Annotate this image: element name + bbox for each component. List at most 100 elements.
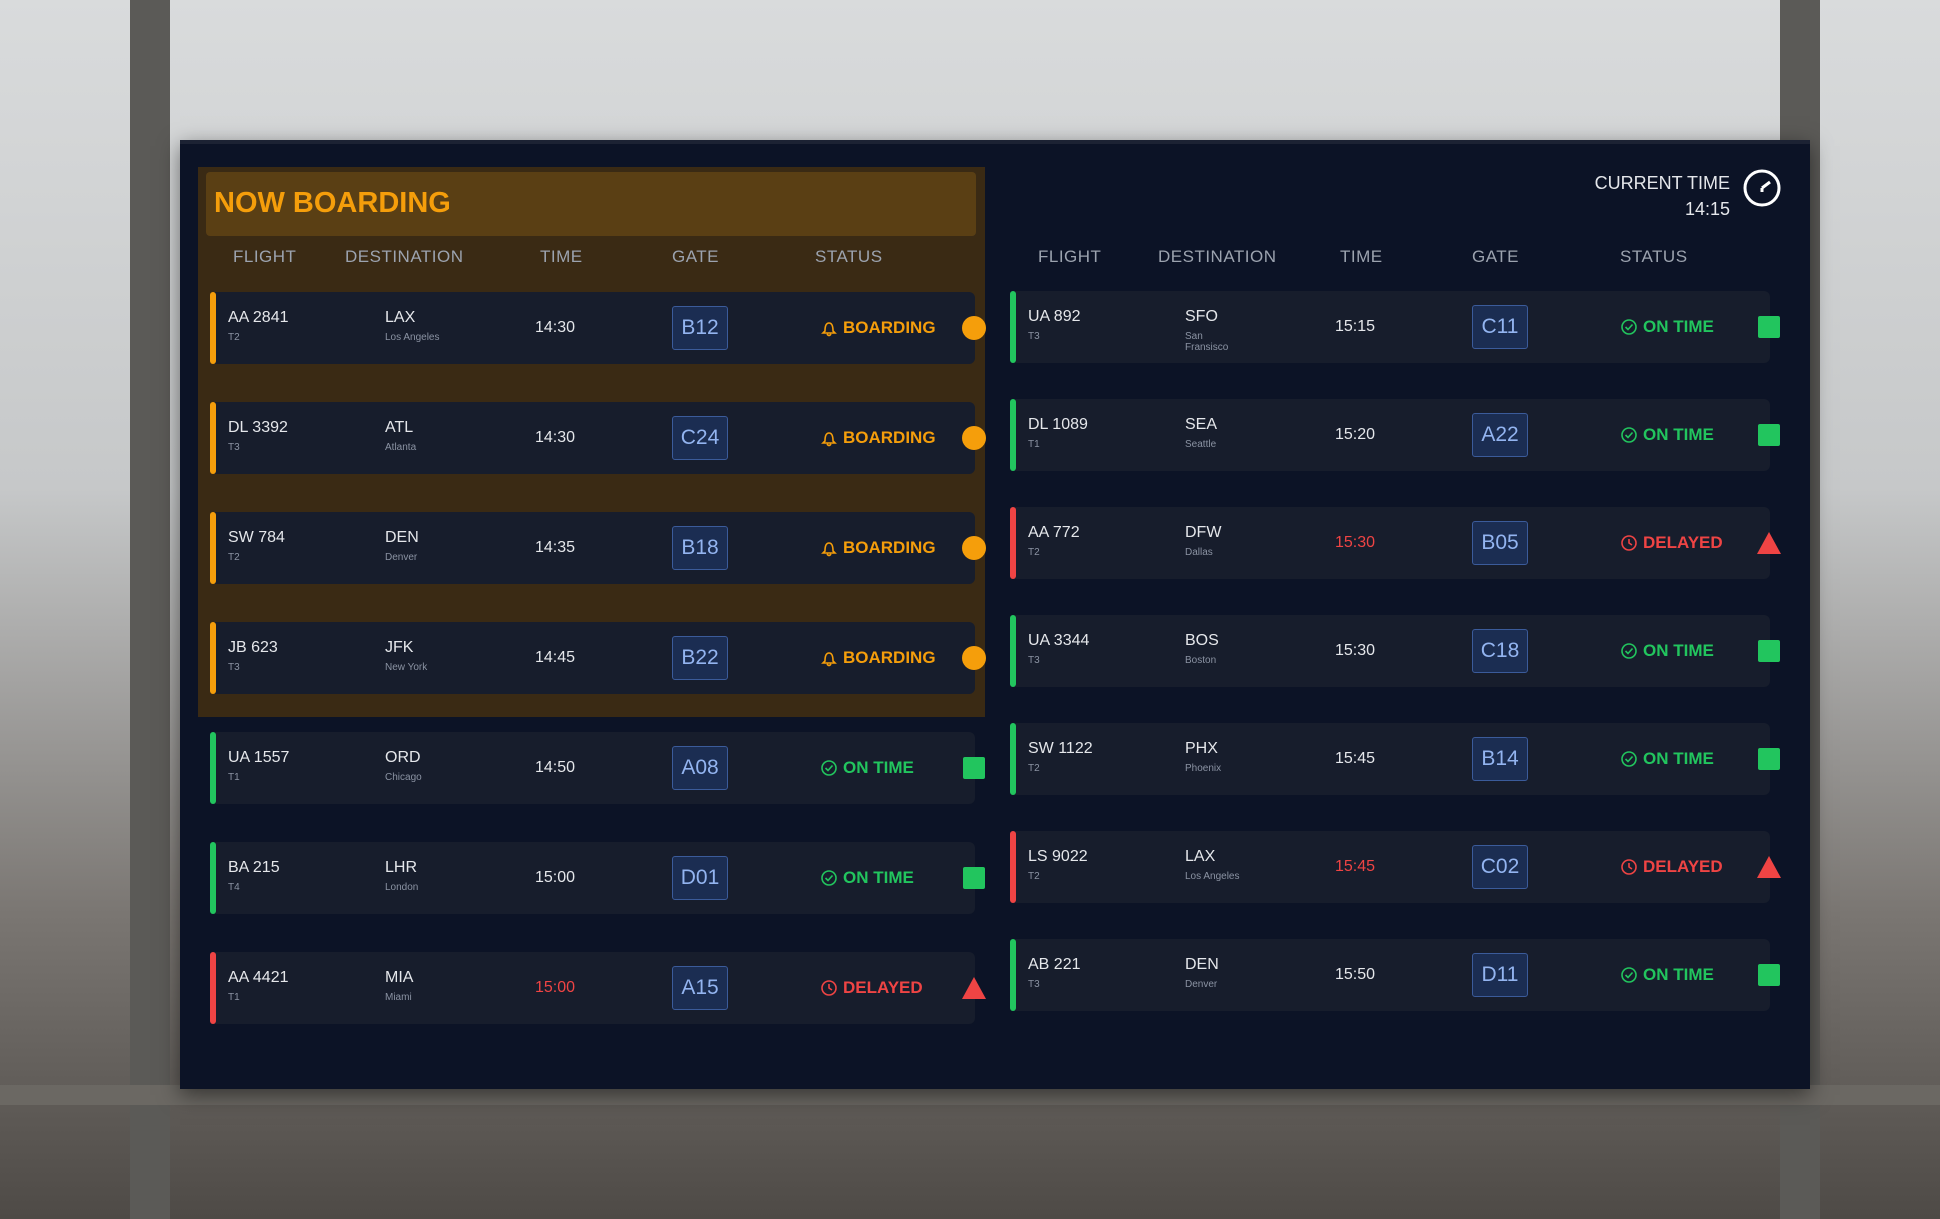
flight-number: AA 4421 [228,969,289,986]
flight-number: UA 1557 [228,749,290,766]
departure-time: 15:30 [1335,642,1376,659]
status-indicator [961,425,987,456]
flight-row: AA 2841 T2 LAX Los Angeles 14:30 B12 BOARDING [210,292,986,364]
column-header: TIME [540,247,583,266]
status-icon [821,980,837,996]
flight-row: DL 1089 T1 SEA Seattle 15:20 A22 ON TIME [1010,399,1780,471]
flight-number: AA 772 [1028,524,1080,541]
status-bar [1010,939,1016,1011]
status-text: DELAYED [1643,857,1723,876]
terminal: T2 [228,552,240,563]
status-bar [210,402,216,474]
status-text: BOARDING [843,538,936,557]
flight-row: DL 3392 T3 ATL Atlanta 14:30 C24 BOARDING [210,402,986,474]
terminal: T3 [1028,331,1040,342]
status-bar [210,842,216,914]
destination-city: San Fransisco [1185,331,1229,353]
status-indicator [961,645,987,676]
status: BOARDING [820,428,936,448]
status-indicator [961,755,987,786]
status: ON TIME [1620,425,1714,445]
terminal: T2 [1028,763,1040,774]
departure-time: 15:45 [1335,750,1376,767]
departure-time: 14:50 [535,759,576,776]
destination-city: Denver [1185,979,1218,990]
status-text: ON TIME [1643,641,1714,660]
departure-time: 14:30 [535,429,576,446]
departure-board: NOW BOARDING CURRENT TIME 14:15 FLIGHT DE… [180,140,1810,1089]
terminal: T1 [1028,439,1040,450]
status-text: ON TIME [1643,317,1714,336]
destination-city: Miami [385,992,412,1003]
status-bar [210,512,216,584]
destination-code: SEA [1185,416,1218,433]
status: BOARDING [820,538,936,558]
status: ON TIME [1620,965,1714,985]
gate: B12 [672,306,728,350]
destination-city: Boston [1185,655,1217,666]
terminal: T3 [228,662,240,673]
destination-city: Dallas [1185,547,1213,558]
departure-time: 15:20 [1335,426,1376,443]
flight-number: SW 1122 [1028,740,1093,757]
gate: C11 [1472,305,1528,349]
terminal: T2 [1028,547,1040,558]
departure-time: 15:30 [1335,534,1376,551]
destination-code: BOS [1185,632,1219,649]
status-text: DELAYED [1643,533,1723,552]
status-bar [1010,831,1016,903]
flight-row: AA 772 T2 DFW Dallas 15:30 B05 DELAYED [1010,507,1781,579]
status-indicator [1756,314,1782,345]
flight-number: UA 3344 [1028,632,1090,649]
post [130,0,170,1219]
status-indicator [961,865,987,896]
boarding-header [206,172,976,236]
terminal: T2 [1028,871,1040,882]
column-header: GATE [1472,247,1520,266]
terminal: T1 [228,772,240,783]
destination-city: Denver [385,552,418,563]
gate: C18 [1472,629,1528,673]
status-icon [1621,859,1637,875]
destination-code: SFO [1185,308,1218,325]
flight-row: LS 9022 T2 LAX Los Angeles 15:45 C02 DELAYED [1010,831,1781,903]
destination-city: Chicago [385,772,422,783]
status: ON TIME [1620,641,1714,661]
current-time: CURRENT TIME 14:15 [1595,170,1730,222]
flight-number: SW 784 [228,529,285,546]
column-header: FLIGHT [1038,247,1102,266]
status-bar [210,732,216,804]
terminal: T4 [228,882,240,893]
gate: A22 [1472,413,1528,457]
status-text: DELAYED [843,978,923,997]
flight-row: UA 1557 T1 ORD Chicago 14:50 A08 ON TIME [210,732,985,804]
destination-code: JFK [385,639,414,656]
destination-city: Phoenix [1185,763,1222,774]
departure-time: 14:30 [535,319,576,336]
destination-code: ORD [385,749,421,766]
gate: B14 [1472,737,1528,781]
destination-code: ATL [385,419,414,436]
gate: C24 [672,416,728,460]
status: BOARDING [820,318,936,338]
status-bar [1010,399,1016,471]
departure-time: 15:00 [535,869,576,886]
status-icon [1621,643,1637,659]
destination-city: London [385,882,419,893]
departure-time: 14:45 [535,649,576,666]
gate: A08 [672,746,728,790]
status-icon [821,322,837,337]
status-indicator [1756,962,1782,993]
destination-city: Los Angeles [385,332,440,343]
gate: C02 [1472,845,1528,889]
terminal: T1 [228,992,240,1003]
gate: B05 [1472,521,1528,565]
status-text: ON TIME [1643,749,1714,768]
status-icon [821,870,837,886]
flight-row: BA 215 T4 LHR London 15:00 D01 ON TIME [210,842,985,914]
status-indicator [1756,530,1782,561]
status-indicator [1756,638,1782,669]
status: ON TIME [1620,749,1714,769]
status-icon [1621,427,1637,443]
column-header: STATUS [815,247,883,266]
